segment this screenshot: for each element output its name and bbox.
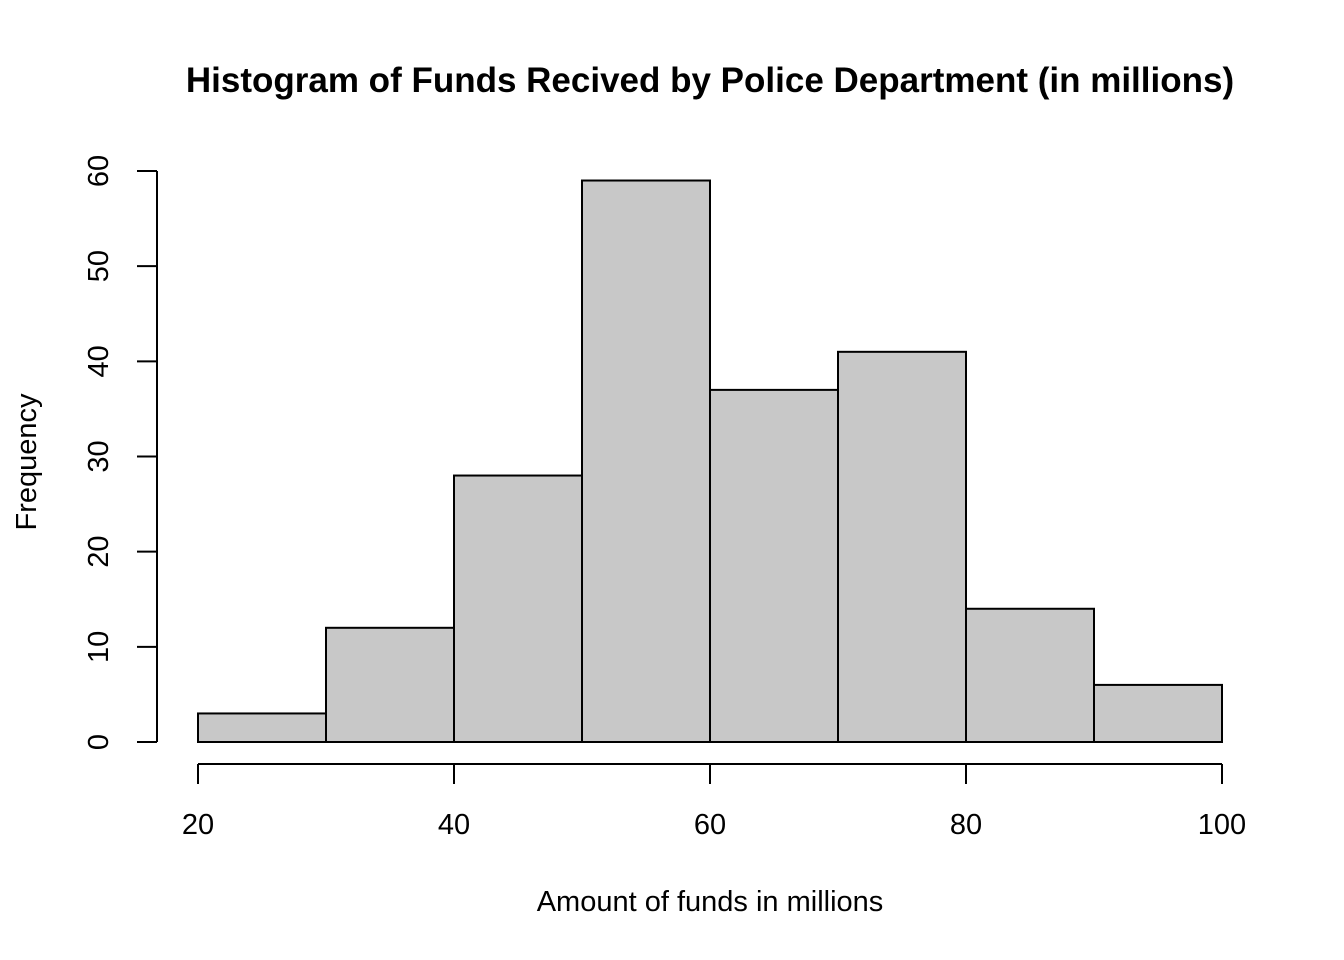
histogram-bar-70-80: 41 [837, 350, 967, 743]
histogram-bar-50-60: 59 [581, 179, 711, 743]
x-tick-label-20: 20 [182, 809, 214, 841]
y-tick-label-30: 30 [83, 440, 115, 472]
y-tick-label-0: 0 [83, 734, 115, 750]
x-axis-ticks: 20 40 60 80 100 [182, 764, 1246, 841]
histogram-bar-60-70: 37 [709, 388, 839, 743]
y-axis-label: Frequency [11, 393, 43, 531]
histogram-bar-40-50: 28 [453, 474, 583, 743]
y-axis-ticks: 0 10 20 30 40 50 60 [83, 155, 157, 750]
histogram-bar-80-90: 14 [965, 607, 1095, 743]
y-tick-label-60: 60 [83, 155, 115, 187]
histogram-bar-30-40: 12 [325, 626, 455, 743]
y-tick-label-40: 40 [83, 345, 115, 377]
x-tick-label-60: 60 [694, 809, 726, 841]
x-tick-label-40: 40 [438, 809, 470, 841]
y-tick-label-20: 20 [83, 536, 115, 568]
x-tick-label-100: 100 [1198, 809, 1246, 841]
x-tick-label-80: 80 [950, 809, 982, 841]
x-axis-label: Amount of funds in millions [537, 886, 884, 918]
y-tick-label-50: 50 [83, 250, 115, 282]
bars-group: 31228593741146 [197, 179, 1223, 744]
chart-title: Histogram of Funds Recived by Police Dep… [186, 61, 1234, 100]
histogram-bar-20-30: 3 [197, 712, 327, 744]
y-tick-label-10: 10 [83, 631, 115, 663]
histogram-bar-90-100: 6 [1093, 683, 1223, 744]
